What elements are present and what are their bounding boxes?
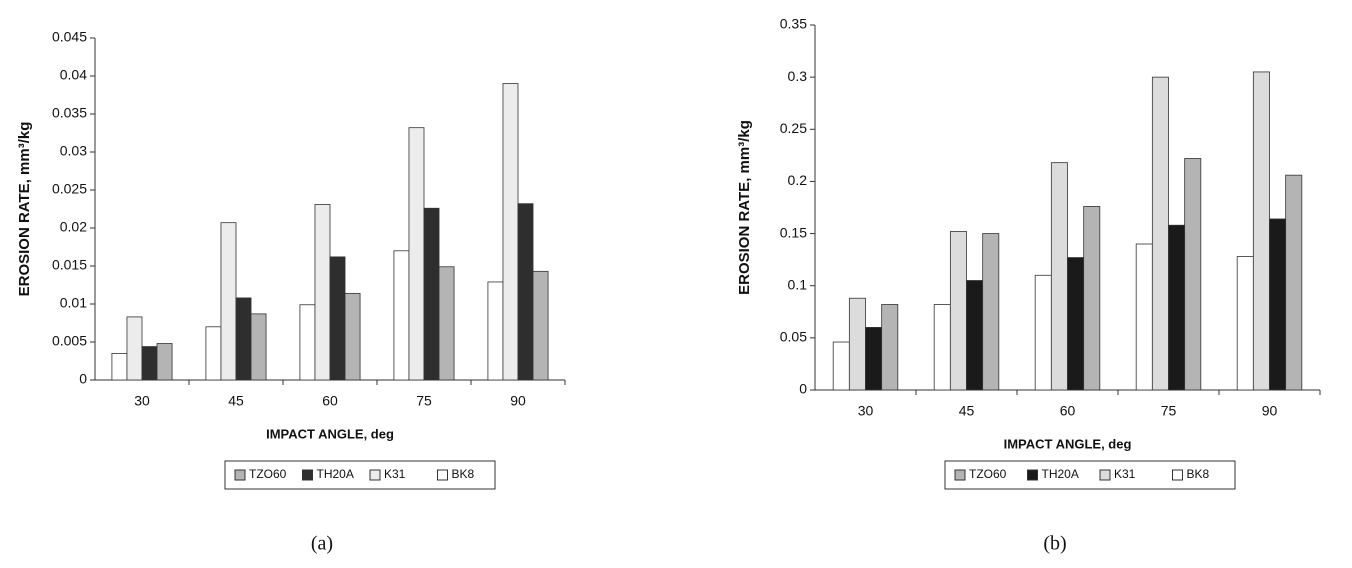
bar <box>1184 158 1202 391</box>
bar <box>423 207 440 381</box>
bar <box>848 297 866 391</box>
bar <box>220 222 237 381</box>
legend-swatch <box>302 469 313 481</box>
y-tick-label: 0.25 <box>780 120 807 136</box>
legend-swatch <box>1172 469 1183 481</box>
bar <box>329 256 346 381</box>
y-tick-label: 0.045 <box>52 29 87 45</box>
bar <box>438 266 455 381</box>
bar <box>487 281 504 381</box>
bar <box>1151 76 1169 391</box>
bar <box>832 341 850 391</box>
x-tick-label: 60 <box>322 393 338 409</box>
bar <box>126 316 143 381</box>
legend-swatch <box>369 469 381 481</box>
y-tick-label: 0 <box>79 371 87 387</box>
bar <box>966 280 984 391</box>
legend-label: TZO60 <box>249 467 287 481</box>
y-tick-label: 0.01 <box>60 295 87 311</box>
bar <box>111 352 128 381</box>
y-tick-label: 0.2 <box>788 172 808 188</box>
bar <box>141 346 158 381</box>
legend-label: K31 <box>1114 467 1136 481</box>
bar <box>1285 174 1303 391</box>
y-tick-label: 0.02 <box>60 219 87 235</box>
bar <box>1034 274 1052 391</box>
bar <box>1067 257 1085 391</box>
legend-label: TH20A <box>1042 467 1079 481</box>
bar <box>502 83 519 381</box>
legend-label: BK8 <box>1187 467 1210 481</box>
y-tick-label: 0 <box>799 381 807 397</box>
bar <box>1083 206 1101 391</box>
bar <box>314 204 331 381</box>
bar <box>532 270 549 381</box>
x-tick-label: 90 <box>1262 403 1278 419</box>
x-tick-label: 75 <box>416 393 432 409</box>
y-tick-label: 0.3 <box>788 68 808 84</box>
legend-label: BK8 <box>452 467 475 481</box>
legend-box <box>944 460 1236 490</box>
legend-label: TH20A <box>317 467 354 481</box>
bar <box>1252 71 1270 391</box>
bar <box>299 304 316 381</box>
legend-swatch <box>1099 469 1111 481</box>
x-axis-label: IMPACT ANGLE, deg <box>266 426 394 441</box>
bar <box>982 233 1000 391</box>
bar <box>933 304 951 391</box>
y-tick-label: 0.03 <box>60 143 87 159</box>
bar <box>1269 218 1287 391</box>
bar <box>1050 162 1068 391</box>
y-axis-label: EROSION RATE, mm³/kg <box>736 120 753 295</box>
y-tick-label: 0.05 <box>780 329 807 345</box>
y-tick-label: 0.15 <box>780 224 807 240</box>
y-tick-label: 0.015 <box>52 257 87 273</box>
caption: (b) <box>1043 533 1066 555</box>
y-tick-label: 0.35 <box>780 16 807 32</box>
y-axis-label: EROSION RATE, mm³/kg <box>16 122 33 297</box>
x-tick-label: 30 <box>134 393 150 409</box>
y-tick-label: 0.005 <box>52 333 87 349</box>
bar <box>949 231 967 391</box>
y-tick-label: 0.035 <box>52 105 87 121</box>
bar <box>408 127 425 381</box>
legend-label: K31 <box>384 467 406 481</box>
x-tick-label: 90 <box>510 393 526 409</box>
bar <box>881 304 899 391</box>
x-tick-label: 60 <box>1060 403 1076 419</box>
bar <box>865 327 883 391</box>
y-tick-label: 0.1 <box>788 276 808 292</box>
legend-swatch <box>234 469 246 481</box>
bar <box>1168 224 1186 391</box>
legend-swatch <box>954 469 966 481</box>
x-axis-label: IMPACT ANGLE, deg <box>1004 436 1132 451</box>
bar <box>235 297 252 381</box>
x-tick-label: 45 <box>959 403 975 419</box>
bar <box>1236 256 1254 391</box>
bar <box>250 313 267 381</box>
bar <box>156 343 173 381</box>
legend-swatch <box>1027 469 1038 481</box>
legend-box <box>224 460 496 490</box>
caption: (a) <box>311 533 333 555</box>
x-tick-label: 75 <box>1161 403 1177 419</box>
legend-label: TZO60 <box>969 467 1007 481</box>
bar <box>205 326 222 381</box>
bar <box>1135 243 1153 391</box>
x-tick-label: 45 <box>228 393 244 409</box>
y-tick-label: 0.025 <box>52 181 87 197</box>
y-tick-label: 0.04 <box>60 67 87 83</box>
bar <box>517 203 534 381</box>
bar <box>393 250 410 381</box>
legend-swatch <box>437 469 448 481</box>
bar <box>344 292 361 381</box>
x-tick-label: 30 <box>858 403 874 419</box>
